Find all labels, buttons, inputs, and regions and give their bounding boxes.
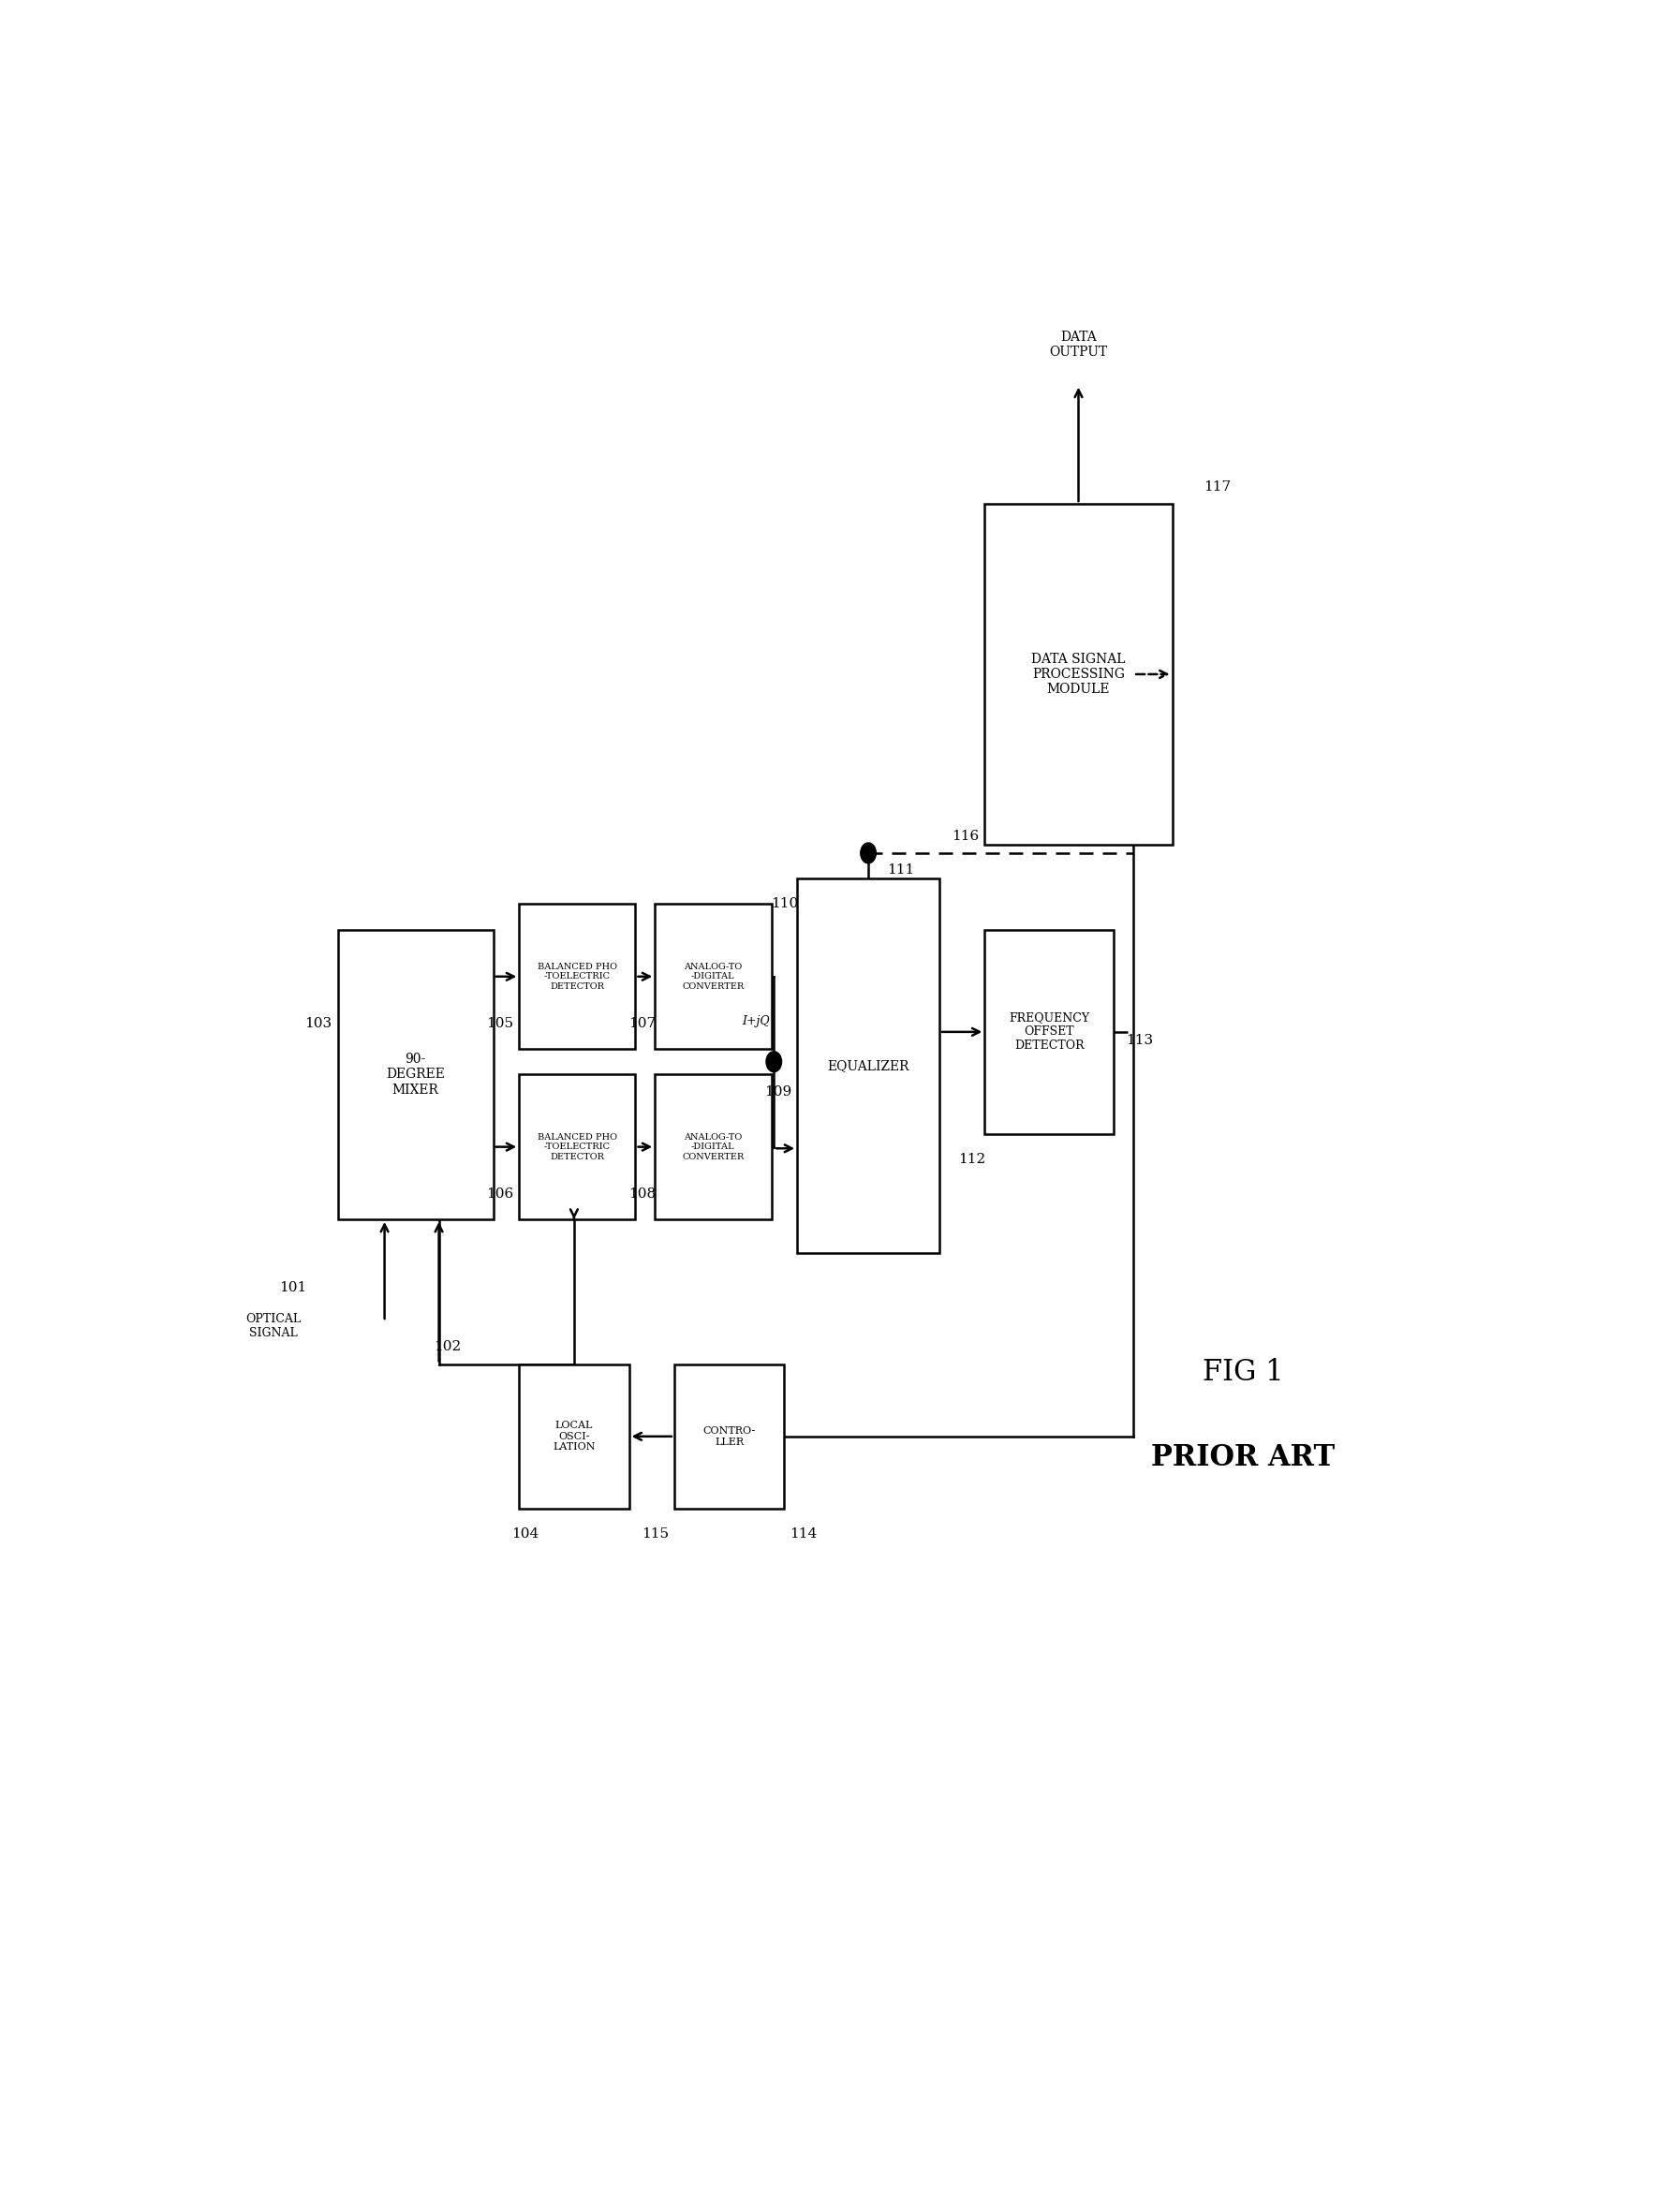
Text: 113: 113 — [1127, 1033, 1153, 1046]
FancyBboxPatch shape — [674, 1365, 784, 1509]
FancyBboxPatch shape — [519, 905, 636, 1048]
Text: 103: 103 — [305, 1018, 332, 1031]
Text: 106: 106 — [486, 1188, 514, 1201]
Text: 116: 116 — [951, 830, 980, 843]
Text: BALANCED PHO
-TOELECTRIC
DETECTOR: BALANCED PHO -TOELECTRIC DETECTOR — [537, 1133, 618, 1161]
Text: LOCAL
OSCI-
LATION: LOCAL OSCI- LATION — [552, 1420, 596, 1451]
Text: DATA
OUTPUT: DATA OUTPUT — [1050, 332, 1108, 358]
Text: 117: 117 — [1203, 480, 1232, 493]
FancyBboxPatch shape — [654, 905, 771, 1048]
Text: FIG 1: FIG 1 — [1203, 1358, 1283, 1387]
Text: PRIOR ART: PRIOR ART — [1152, 1442, 1335, 1473]
Text: 109: 109 — [764, 1084, 791, 1097]
Text: CONTRO-
LLER: CONTRO- LLER — [703, 1427, 756, 1447]
Text: I+jQ: I+jQ — [743, 1015, 769, 1029]
Circle shape — [766, 1051, 781, 1073]
Text: EQUALIZER: EQUALIZER — [828, 1060, 910, 1073]
FancyBboxPatch shape — [339, 929, 494, 1219]
Text: ANALOG-TO
-DIGITAL
CONVERTER: ANALOG-TO -DIGITAL CONVERTER — [683, 962, 744, 991]
FancyBboxPatch shape — [798, 878, 940, 1254]
FancyBboxPatch shape — [519, 1365, 629, 1509]
FancyBboxPatch shape — [519, 1075, 636, 1219]
FancyBboxPatch shape — [985, 929, 1115, 1135]
Text: 108: 108 — [628, 1188, 656, 1201]
Text: 107: 107 — [628, 1018, 656, 1031]
FancyBboxPatch shape — [654, 1075, 771, 1219]
Text: 104: 104 — [512, 1528, 539, 1542]
FancyBboxPatch shape — [985, 504, 1172, 845]
Text: 115: 115 — [641, 1528, 669, 1542]
Text: BALANCED PHO
-TOELECTRIC
DETECTOR: BALANCED PHO -TOELECTRIC DETECTOR — [537, 962, 618, 991]
Text: 105: 105 — [486, 1018, 514, 1031]
Text: FREQUENCY
OFFSET
DETECTOR: FREQUENCY OFFSET DETECTOR — [1010, 1011, 1090, 1053]
Text: 90-
DEGREE
MIXER: 90- DEGREE MIXER — [386, 1053, 446, 1097]
Text: OPTICAL
SIGNAL: OPTICAL SIGNAL — [245, 1314, 300, 1338]
Text: 101: 101 — [279, 1281, 307, 1294]
Text: 114: 114 — [789, 1528, 818, 1542]
Circle shape — [861, 843, 876, 863]
Text: 111: 111 — [886, 863, 915, 876]
Text: DATA SIGNAL
PROCESSING
MODULE: DATA SIGNAL PROCESSING MODULE — [1031, 653, 1125, 697]
Text: 110: 110 — [771, 898, 798, 911]
Text: ANALOG-TO
-DIGITAL
CONVERTER: ANALOG-TO -DIGITAL CONVERTER — [683, 1133, 744, 1161]
Text: 112: 112 — [958, 1152, 985, 1166]
Text: 102: 102 — [434, 1340, 462, 1354]
